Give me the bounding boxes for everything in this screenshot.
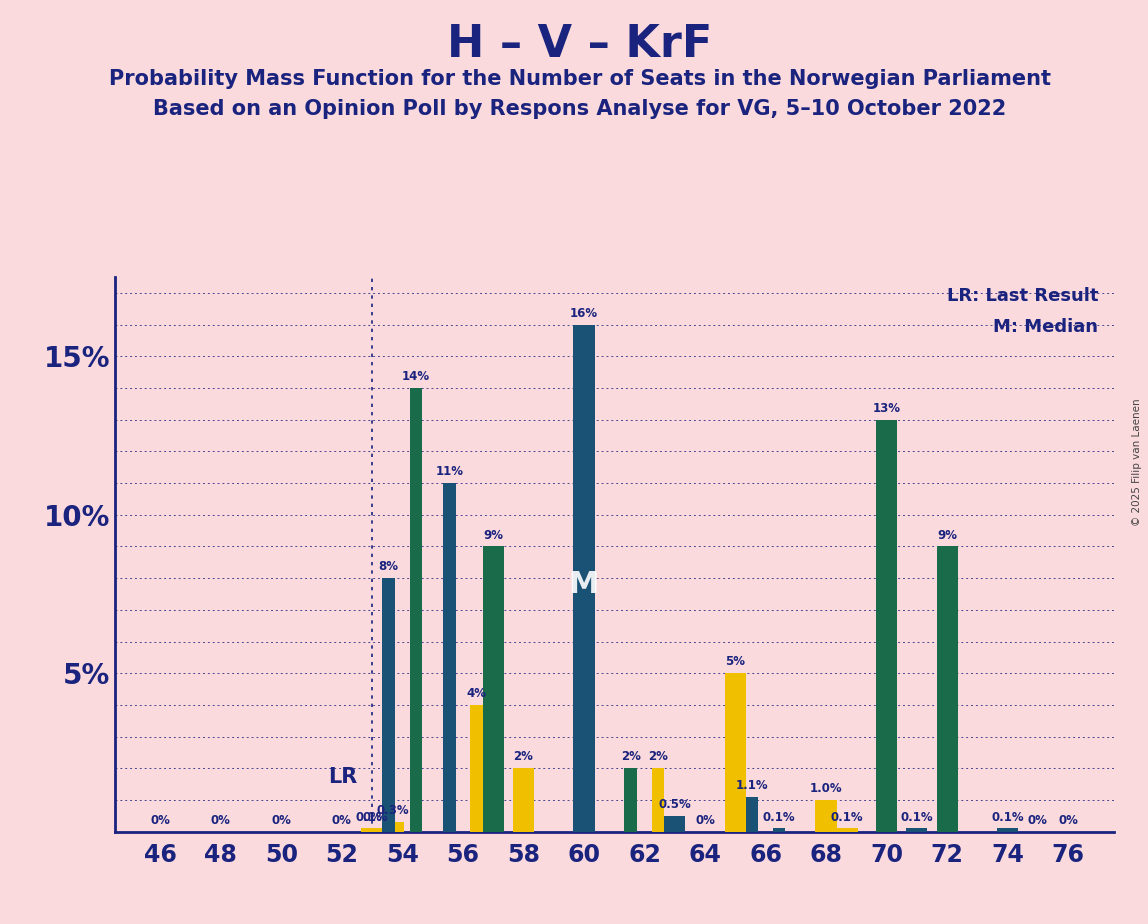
Text: 0.1%: 0.1% (762, 810, 796, 823)
Bar (482, 546, 504, 832)
Bar (573, 324, 595, 832)
Text: 0.1%: 0.1% (900, 810, 933, 823)
Text: 0%: 0% (1027, 814, 1048, 827)
Text: 1.0%: 1.0% (809, 783, 843, 796)
Text: H – V – KrF: H – V – KrF (447, 23, 713, 67)
Text: 9%: 9% (937, 529, 957, 541)
Text: Probability Mass Function for the Number of Seats in the Norwegian Parliament: Probability Mass Function for the Number… (109, 69, 1050, 90)
Text: 0%: 0% (211, 814, 231, 827)
Bar (745, 796, 758, 832)
Text: 0.1%: 0.1% (831, 810, 863, 823)
Text: 13%: 13% (872, 402, 900, 415)
Text: 11%: 11% (435, 466, 464, 479)
Bar (652, 768, 665, 832)
Bar (724, 674, 746, 832)
Bar (996, 829, 1018, 832)
Text: 5%: 5% (726, 655, 745, 668)
Text: 8%: 8% (379, 561, 398, 574)
Text: Based on an Opinion Poll by Respons Analyse for VG, 5–10 October 2022: Based on an Opinion Poll by Respons Anal… (153, 99, 1007, 119)
Text: 16%: 16% (569, 307, 598, 320)
Text: 1.1%: 1.1% (736, 779, 768, 792)
Text: 0.5%: 0.5% (658, 798, 691, 811)
Text: 0%: 0% (362, 810, 382, 823)
Text: 0.1%: 0.1% (356, 810, 388, 823)
Bar (382, 578, 395, 832)
Text: 2%: 2% (513, 750, 534, 763)
Bar (513, 768, 534, 832)
Text: 2%: 2% (649, 750, 668, 763)
Text: 9%: 9% (483, 529, 503, 541)
Text: 14%: 14% (402, 371, 430, 383)
Text: © 2025 Filip van Laenen: © 2025 Filip van Laenen (1132, 398, 1142, 526)
Text: 4%: 4% (466, 687, 487, 700)
Bar (410, 388, 422, 832)
Text: 0%: 0% (150, 814, 170, 827)
Text: 0.3%: 0.3% (377, 805, 410, 818)
Text: 2%: 2% (621, 750, 641, 763)
Bar (382, 822, 404, 832)
Bar (815, 800, 837, 832)
Text: 0%: 0% (332, 814, 351, 827)
Bar (664, 816, 685, 832)
Bar (773, 829, 785, 832)
Text: LR: Last Result: LR: Last Result (947, 286, 1099, 305)
Text: 0%: 0% (695, 814, 715, 827)
Text: 0.1%: 0.1% (992, 810, 1024, 823)
Bar (625, 768, 637, 832)
Bar (362, 829, 382, 832)
Bar (471, 705, 483, 832)
Text: M: Median: M: Median (993, 319, 1099, 336)
Bar (906, 829, 928, 832)
Bar (362, 829, 382, 832)
Text: LR: LR (327, 767, 357, 787)
Text: 0%: 0% (1058, 814, 1078, 827)
Bar (876, 419, 898, 832)
Text: 0%: 0% (271, 814, 292, 827)
Bar (937, 546, 957, 832)
Bar (837, 829, 858, 832)
Text: M: M (568, 570, 599, 599)
Bar (443, 483, 456, 832)
